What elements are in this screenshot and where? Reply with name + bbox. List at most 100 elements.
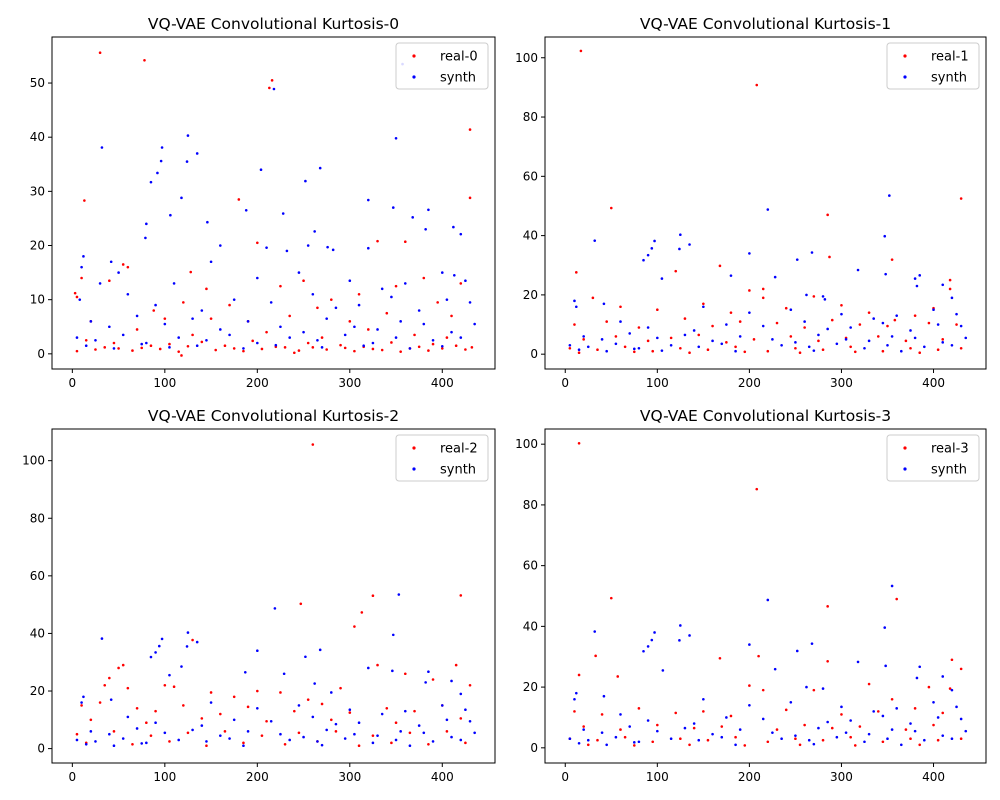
data-point-synth — [932, 308, 935, 312]
data-point-synth — [334, 722, 338, 726]
data-point-real-1 — [725, 341, 728, 344]
data-point-synth — [411, 216, 414, 219]
data-point-real-3 — [706, 738, 710, 742]
data-point-real-0 — [158, 347, 162, 351]
data-point-synth — [653, 631, 656, 634]
data-point-real-2 — [283, 742, 287, 746]
data-point-synth — [145, 222, 148, 226]
data-point-synth — [734, 349, 737, 353]
data-point-synth — [614, 342, 618, 346]
data-point-real-2 — [390, 741, 393, 745]
data-point-real-2 — [163, 683, 167, 687]
data-point-real-3 — [876, 710, 880, 713]
data-point-real-0 — [339, 343, 342, 347]
data-point-real-2 — [468, 683, 472, 687]
data-point-synth — [849, 326, 852, 329]
data-point-synth — [913, 729, 917, 733]
data-point-synth — [844, 338, 848, 341]
data-point-real-2 — [223, 730, 227, 733]
data-point-real-2 — [376, 663, 379, 667]
data-point-synth — [417, 724, 421, 727]
data-point-real-0 — [112, 341, 116, 345]
y-tick-label: 100 — [515, 437, 538, 451]
data-point-synth — [656, 729, 659, 733]
data-point-synth — [177, 738, 180, 742]
data-point-real-2 — [385, 706, 389, 710]
data-point-synth — [628, 332, 631, 335]
data-point-real-2 — [121, 663, 125, 667]
x-tick-label: 200 — [738, 770, 761, 784]
data-point-synth — [288, 336, 291, 339]
data-point-synth — [154, 721, 157, 724]
data-point-synth — [112, 744, 116, 748]
data-point-synth — [863, 346, 866, 350]
data-point-synth — [807, 738, 811, 742]
data-point-synth — [637, 740, 641, 744]
data-point-real-0 — [367, 328, 370, 331]
data-point-synth — [895, 314, 898, 317]
data-point-real-3 — [826, 605, 829, 608]
data-point-synth — [78, 298, 82, 301]
data-point-synth — [915, 676, 919, 680]
data-point-synth — [464, 279, 467, 283]
data-point-synth — [169, 213, 172, 217]
data-point-real-1 — [656, 308, 659, 312]
y-tick-label: 80 — [30, 511, 45, 525]
data-point-synth — [145, 741, 148, 745]
data-point-synth — [82, 695, 85, 699]
legend-label: synth — [440, 463, 476, 478]
data-point-synth — [679, 624, 682, 627]
data-point-real-0 — [214, 348, 217, 352]
data-point-real-0 — [75, 349, 79, 353]
data-point-real-3 — [826, 659, 829, 663]
data-point-synth — [810, 251, 814, 254]
data-point-real-0 — [135, 328, 139, 331]
data-point-synth — [605, 349, 608, 353]
data-point-real-2 — [459, 717, 463, 720]
legend: real-3 synth — [886, 434, 980, 482]
data-point-real-3 — [948, 687, 952, 690]
data-point-synth — [219, 734, 222, 737]
data-point-real-3 — [743, 744, 747, 747]
data-point-real-2 — [260, 734, 264, 737]
subplot-3: VQ-VAE Convolutional Kurtosis-30 100 200 30… — [515, 407, 987, 784]
data-point-synth — [246, 730, 250, 733]
data-point-synth — [154, 303, 157, 307]
data-point-synth — [459, 692, 463, 696]
data-point-real-2 — [168, 740, 171, 743]
data-point-synth — [661, 669, 665, 672]
data-point-synth — [872, 710, 875, 713]
data-point-real-1 — [881, 349, 885, 353]
y-tick-label: 40 — [523, 229, 538, 243]
data-point-synth — [112, 347, 116, 350]
data-point-synth — [89, 320, 93, 323]
data-point-synth — [955, 312, 958, 316]
data-point-real-3 — [679, 737, 682, 741]
data-point-real-2 — [353, 625, 356, 628]
data-point-real-3 — [596, 738, 599, 742]
data-point-synth — [697, 738, 701, 742]
data-point-real-0 — [251, 339, 254, 343]
data-point-real-1 — [573, 323, 576, 326]
data-point-synth — [593, 630, 597, 633]
data-point-real-1 — [605, 320, 608, 323]
data-point-synth — [669, 737, 673, 741]
data-point-real-0 — [353, 349, 356, 353]
data-point-real-3 — [755, 487, 759, 491]
data-point-synth — [692, 329, 696, 332]
data-point-synth — [334, 306, 338, 310]
data-point-synth — [228, 333, 231, 337]
data-point-real-0 — [311, 346, 315, 349]
y-tick-label: 60 — [523, 559, 538, 573]
data-point-real-0 — [316, 306, 319, 310]
data-point-real-3 — [881, 740, 885, 744]
data-point-real-1 — [812, 295, 816, 298]
data-point-real-0 — [237, 198, 241, 201]
data-point-synth — [863, 740, 866, 744]
data-point-real-3 — [761, 688, 765, 692]
data-point-real-0 — [73, 291, 77, 295]
data-point-synth — [80, 265, 83, 269]
data-point-synth — [325, 728, 328, 732]
data-point-real-1 — [948, 287, 952, 291]
data-point-synth — [172, 282, 176, 285]
